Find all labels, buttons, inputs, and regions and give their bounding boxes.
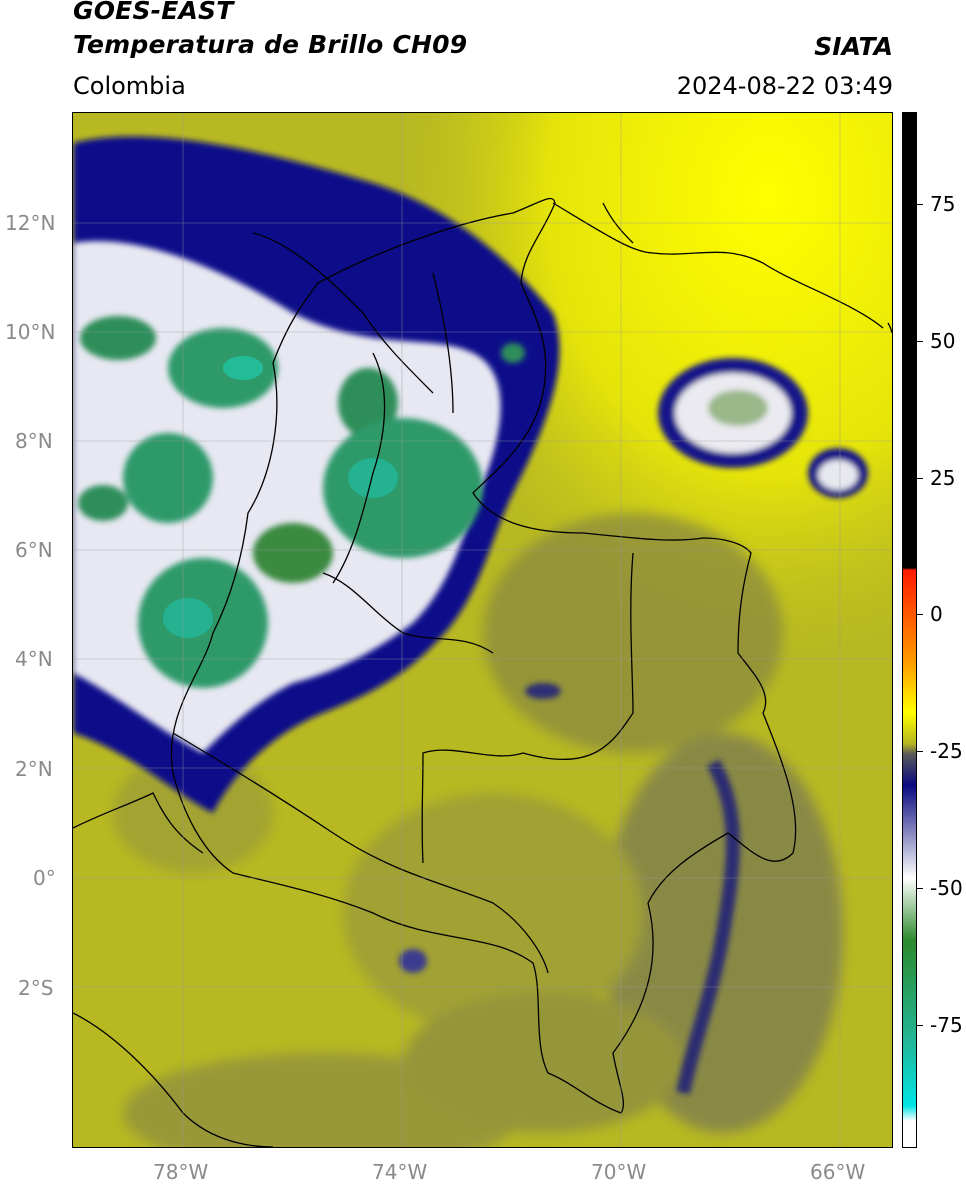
lon-label-78w: 78°W — [153, 1160, 209, 1184]
teal-highlights — [163, 356, 398, 638]
colorbar-tick — [917, 888, 923, 889]
colorbar-label-25: 25 — [930, 466, 956, 490]
colorbar-label-minus75: -75 — [930, 1013, 963, 1037]
graticule — [73, 113, 892, 1147]
olive-gray-patches — [113, 513, 843, 1147]
colorbar-label-minus25: -25 — [930, 739, 963, 763]
colorbar-label-50: 50 — [930, 329, 956, 353]
colorbar-label-75: 75 — [930, 192, 956, 216]
colorbar-label-0: 0 — [930, 602, 943, 626]
navy-streaks — [399, 683, 740, 1095]
colorbar-tick — [917, 1025, 923, 1026]
map-svg — [73, 113, 892, 1147]
lat-label-2s: 2°S — [18, 976, 54, 1000]
source-label: SIATA — [814, 32, 893, 61]
green-cores — [78, 316, 525, 688]
region-label: Colombia — [73, 72, 186, 100]
colorbar-tick — [917, 478, 923, 479]
lat-label-2n: 2°N — [15, 757, 53, 781]
satellite-map — [72, 112, 893, 1148]
lat-label-12n: 12°N — [5, 211, 56, 235]
lat-label-4n: 4°N — [15, 647, 53, 671]
colorbar-tick — [917, 204, 923, 205]
eastern-storm — [658, 358, 868, 498]
colorbar — [902, 112, 917, 1148]
lat-label-8n: 8°N — [15, 429, 53, 453]
lat-label-6n: 6°N — [15, 538, 53, 562]
colorbar-tick — [917, 614, 923, 615]
lon-label-66w: 66°W — [810, 1160, 866, 1184]
channel-title: Temperatura de Brillo CH09 — [73, 30, 468, 59]
colorbar-tick — [917, 751, 923, 752]
colorbar-label-minus50: -50 — [930, 876, 963, 900]
lat-label-0: 0° — [33, 866, 56, 890]
lon-label-70w: 70°W — [591, 1160, 647, 1184]
lon-label-74w: 74°W — [372, 1160, 428, 1184]
colorbar-tick — [917, 341, 923, 342]
product-title: GOES-EAST — [73, 0, 234, 25]
datetime-label: 2024-08-22 03:49 — [676, 72, 893, 100]
lat-label-10n: 10°N — [5, 320, 56, 344]
